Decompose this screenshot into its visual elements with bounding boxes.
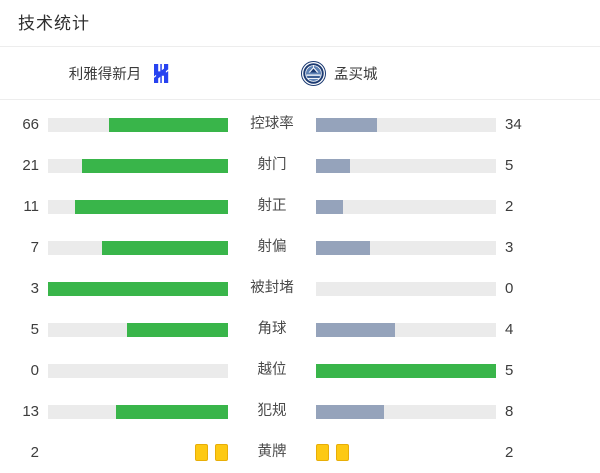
away-stat-bar [316,404,496,419]
al-hilal-crest-icon [148,60,175,87]
away-value: 4 [505,321,514,338]
teams-header-row: 利雅得新月 [0,46,600,100]
stat-row: 0 越位 5 [0,350,600,391]
home-value: 2 [30,444,39,461]
match-stats-panel: 技术统计 利雅得新月 [0,0,600,461]
stats-list: 66 控球率 34 21 射门 5 11 射正 2 7 射偏 3 3 被封堵 0 5 角球 4 0 越位 5 13 犯规 8 2… [0,100,600,473]
stat-label: 犯规 [257,403,287,420]
stat-label: 射门 [257,157,287,174]
mumbai-city-crest-icon [300,60,327,87]
home-stat-bar-fill [116,404,228,419]
away-value: 8 [505,403,514,420]
home-value: 3 [30,280,39,297]
stat-label: 角球 [257,321,287,338]
home-stat-bar-fill [82,158,228,173]
away-stat-bar [316,117,496,132]
away-stat-bar [316,158,496,173]
home-stat-bar [48,404,228,419]
home-stat-bar-fill [48,281,228,296]
home-team-name: 利雅得新月 [68,66,142,83]
stat-row: 5 角球 4 [0,309,600,350]
away-stat-bar [316,281,496,296]
away-value: 5 [505,362,514,379]
home-stat-bar [48,363,228,378]
away-value: 2 [505,198,514,215]
stat-row: 11 射正 2 [0,186,600,227]
home-stat-bar-fill [75,199,228,214]
home-value: 66 [22,116,39,133]
stat-label: 越位 [257,362,287,379]
home-stat-bar [48,117,228,132]
home-team[interactable]: 利雅得新月 [0,60,262,87]
away-team-name: 孟买城 [334,66,378,83]
away-value: 3 [505,239,514,256]
home-stat-bar [48,322,228,337]
home-stat-bar-fill [102,240,228,255]
away-stat-bar [316,322,496,337]
stat-label: 射正 [257,198,287,215]
away-team[interactable]: 孟买城 [262,60,600,87]
away-stat-bar-fill [316,199,343,214]
away-value: 34 [505,116,522,133]
home-stat-bar-fill [127,322,228,337]
yellow-card-icon [215,444,228,461]
home-stat-bar-fill [109,117,228,132]
home-stat-bar [48,281,228,296]
stat-label: 被封堵 [250,280,294,297]
away-stat-bar-fill [316,117,378,132]
away-value: 0 [505,280,514,297]
home-yellow-cards [48,444,228,461]
stat-row: 21 射门 5 [0,145,600,186]
home-value: 11 [23,198,39,215]
home-value: 0 [30,362,39,379]
page-title: 技术统计 [18,13,90,33]
home-stat-bar [48,240,228,255]
home-value: 5 [30,321,39,338]
away-stat-bar-fill [316,322,396,337]
away-stat-bar-fill [316,363,496,378]
stat-label: 控球率 [250,116,294,133]
away-value: 2 [505,444,514,461]
home-stat-bar [48,199,228,214]
stat-row: 7 射偏 3 [0,227,600,268]
stat-row: 2 黄牌 2 [0,432,600,473]
away-stat-bar [316,240,496,255]
home-value: 13 [22,403,39,420]
stat-row: 3 被封堵 0 [0,268,600,309]
yellow-card-icon [316,444,329,461]
home-value: 7 [30,239,39,256]
yellow-card-icon [195,444,208,461]
away-stat-bar [316,199,496,214]
stat-row: 13 犯规 8 [0,391,600,432]
away-stat-bar-fill [316,404,385,419]
away-stat-bar-fill [316,158,351,173]
stat-row: 66 控球率 34 [0,104,600,145]
away-value: 5 [505,157,514,174]
stat-label: 黄牌 [257,444,287,461]
home-value: 21 [22,157,39,174]
stat-label: 射偏 [257,239,287,256]
yellow-card-icon [336,444,349,461]
away-stat-bar-fill [316,240,370,255]
away-yellow-cards [316,444,496,461]
home-stat-bar [48,158,228,173]
panel-header: 技术统计 [0,0,600,46]
away-stat-bar [316,363,496,378]
